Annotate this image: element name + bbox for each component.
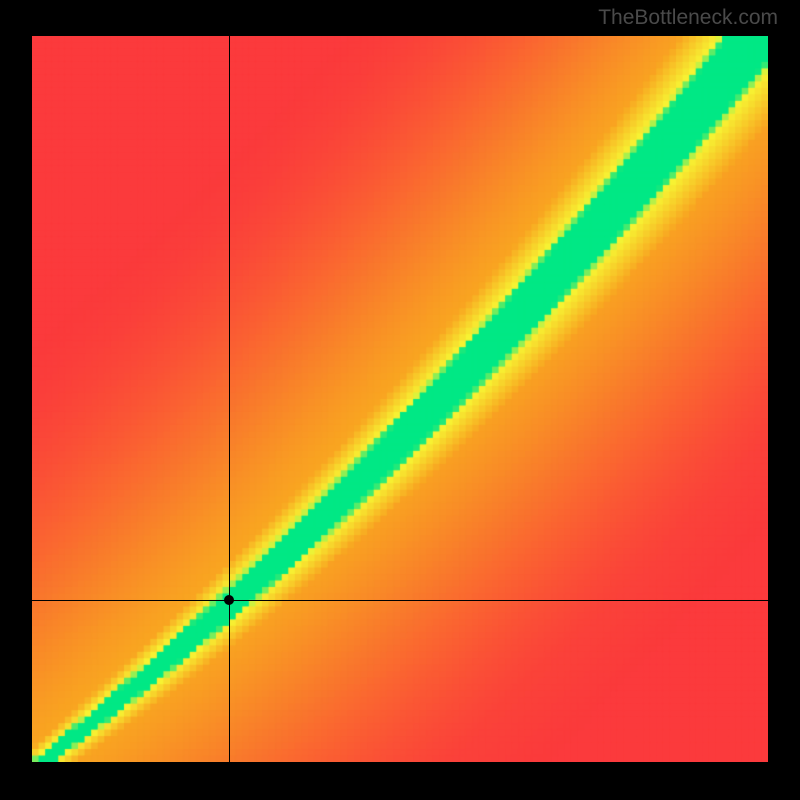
crosshair-vertical	[229, 36, 230, 762]
watermark-text: TheBottleneck.com	[598, 6, 778, 30]
heatmap-plot	[32, 36, 768, 762]
crosshair-marker	[224, 595, 234, 605]
heatmap-canvas	[32, 36, 768, 762]
crosshair-horizontal	[32, 600, 768, 601]
